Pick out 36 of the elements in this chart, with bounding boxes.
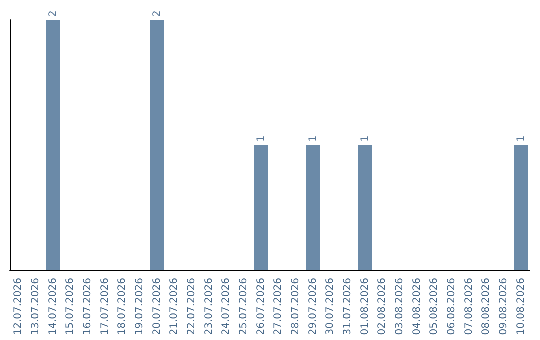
x-tick-label: 08.08.2026	[481, 278, 492, 336]
x-tick-label: 06.08.2026	[446, 278, 458, 336]
data-label: 1	[308, 136, 319, 142]
x-tick-label: 15.07.2026	[65, 278, 76, 336]
x-tick-label: 09.08.2026	[498, 278, 510, 336]
data-label: 2	[152, 10, 163, 17]
x-tick-label: 14.07.2026	[48, 278, 59, 336]
x-tick-label: 20.07.2026	[152, 278, 163, 336]
x-tick-label: 13.07.2026	[30, 278, 42, 336]
x-tick-label: 30.07.2026	[325, 278, 336, 336]
x-tick-label: 22.07.2026	[186, 278, 198, 336]
data-label: 2	[48, 10, 59, 17]
data-label: 1	[360, 136, 371, 142]
x-tick-label: 05.08.2026	[429, 278, 440, 336]
x-tick-label: 02.08.2026	[377, 278, 388, 336]
x-tick-label: 07.08.2026	[464, 278, 475, 336]
x-tick-label: 12.07.2026	[13, 278, 24, 336]
x-tick-label: 18.07.2026	[117, 278, 128, 336]
x-tick-label: 19.07.2026	[134, 278, 146, 336]
data-label: 1	[516, 136, 527, 142]
x-tick-label: 04.08.2026	[412, 278, 423, 336]
x-tick-label: 27.07.2026	[273, 278, 284, 336]
x-tick-label: 28.07.2026	[290, 278, 302, 336]
x-tick-label: 01.08.2026	[360, 278, 371, 336]
x-tick-label: 25.07.2026	[238, 278, 250, 336]
x-tick-label: 23.07.2026	[204, 278, 215, 336]
x-tick-label: 17.07.2026	[100, 278, 111, 336]
data-label: 1	[256, 136, 267, 142]
x-tick-label: 31.07.2026	[342, 278, 354, 336]
x-tick-label: 29.07.2026	[308, 278, 319, 336]
x-tick-label: 26.07.2026	[256, 278, 267, 336]
x-tick-label: 10.08.2026	[516, 278, 527, 336]
x-tick-label: 24.07.2026	[221, 278, 232, 336]
x-tick-label: 21.07.2026	[169, 278, 180, 336]
x-tick-label: 03.08.2026	[394, 278, 406, 336]
x-tick-label: 16.07.2026	[82, 278, 94, 336]
